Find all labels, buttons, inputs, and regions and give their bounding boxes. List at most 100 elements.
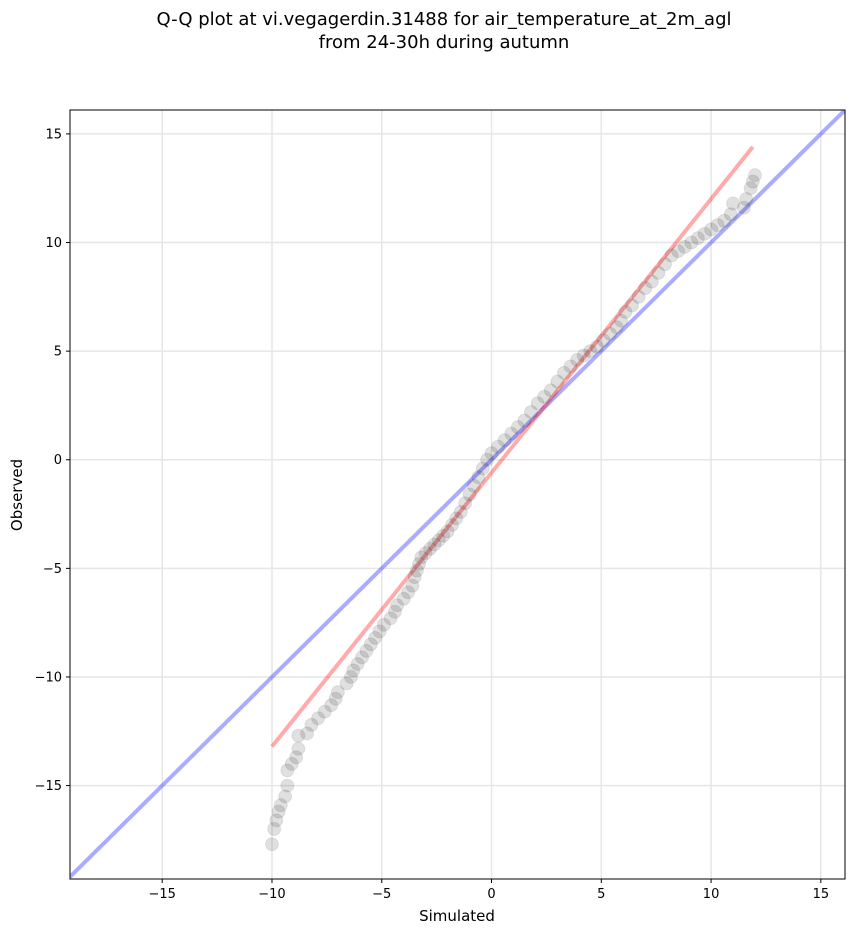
qq-point [739,192,754,207]
qq-point [717,213,732,228]
qq-point [614,313,629,328]
qq-point [471,470,486,485]
qq-point [453,504,468,519]
qq-point [344,669,359,684]
qq-point [631,289,646,304]
qq-point [510,420,525,435]
qq-point [269,813,284,828]
y-axis-ticks: −15 −10 −5 0 5 10 15 [35,127,70,794]
qq-point [743,181,758,196]
qq-point [704,222,719,237]
qq-point [671,244,686,259]
qq-point [517,413,532,428]
qq-point [363,637,378,652]
x-tick-label: 0 [487,887,495,902]
qq-point [657,257,672,272]
qq-point [745,174,760,189]
qq-point [264,837,279,852]
x-tick-label: −10 [258,887,285,902]
qq-point [618,305,633,320]
qq-point [638,281,653,296]
x-tick-label: 5 [597,887,605,902]
qq-point [543,383,558,398]
qq-point [684,235,699,250]
reference-lines [70,110,845,879]
qq-point [737,200,752,215]
qq-point [556,365,571,380]
qq-point [504,426,519,441]
qq-point [407,570,422,585]
qq-point [405,578,420,593]
identity-line [70,110,845,879]
qq-point [664,248,679,263]
qq-point [412,557,427,572]
qq-point [583,344,598,359]
qq-point [273,798,288,813]
qq-point [436,528,451,543]
x-tick-label: −15 [148,887,175,902]
y-tick-label: −10 [35,670,62,685]
qq-point [354,650,369,665]
qq-point [304,717,319,732]
y-tick-label: −15 [35,779,62,794]
qq-point [431,533,446,548]
qq-point [280,778,295,793]
qq-point [387,604,402,619]
qq-point [427,537,442,552]
x-axis-label: Simulated [419,907,495,925]
qq-point [497,433,512,448]
qq-point [372,624,387,639]
qq-point [280,763,295,778]
grid-lines [70,110,845,879]
qq-point [396,591,411,606]
qq-point [300,726,315,741]
qq-point [414,550,429,565]
qq-point [401,585,416,600]
qq-point [723,207,738,222]
qq-point [596,333,611,348]
qq-point [449,511,464,526]
chart-title: Q-Q plot at vi.vegagerdin.31488 for air_… [156,9,732,53]
qq-point [368,630,383,645]
qq-point [423,541,438,556]
qq-point [311,711,326,726]
plot-frame [69,109,846,880]
qq-point [726,196,741,211]
qq-point [418,546,433,561]
qq-point [625,298,640,313]
y-tick-label: 5 [54,345,62,360]
qq-point [710,218,725,233]
qq-point [563,359,578,374]
qq-point [339,676,354,691]
qq-point [475,461,490,476]
qq-point [440,524,455,539]
qq-point [278,789,293,804]
x-tick-label: 10 [703,887,720,902]
qq-point [466,478,481,493]
qq-point [390,598,405,613]
qq-point [271,804,286,819]
qq-point [317,704,332,719]
qq-point [330,685,345,700]
qq-point [550,374,565,389]
qq-point [383,611,398,626]
qq-point [324,698,339,713]
qq-point [462,487,477,502]
qq-point [524,404,539,419]
x-tick-label: −5 [372,887,391,902]
fit-line [270,145,755,748]
qq-point [651,265,666,280]
qq-point [690,231,705,246]
qq-point [576,348,591,363]
qq-point [697,226,712,241]
qq-point [291,728,306,743]
qq-point [484,446,499,461]
qq-point [445,517,460,532]
qq-point [376,617,391,632]
qq-point [328,691,343,706]
y-tick-label: 15 [45,127,62,142]
qq-point [589,339,604,354]
qq-point [644,274,659,289]
qq-point [747,168,762,183]
